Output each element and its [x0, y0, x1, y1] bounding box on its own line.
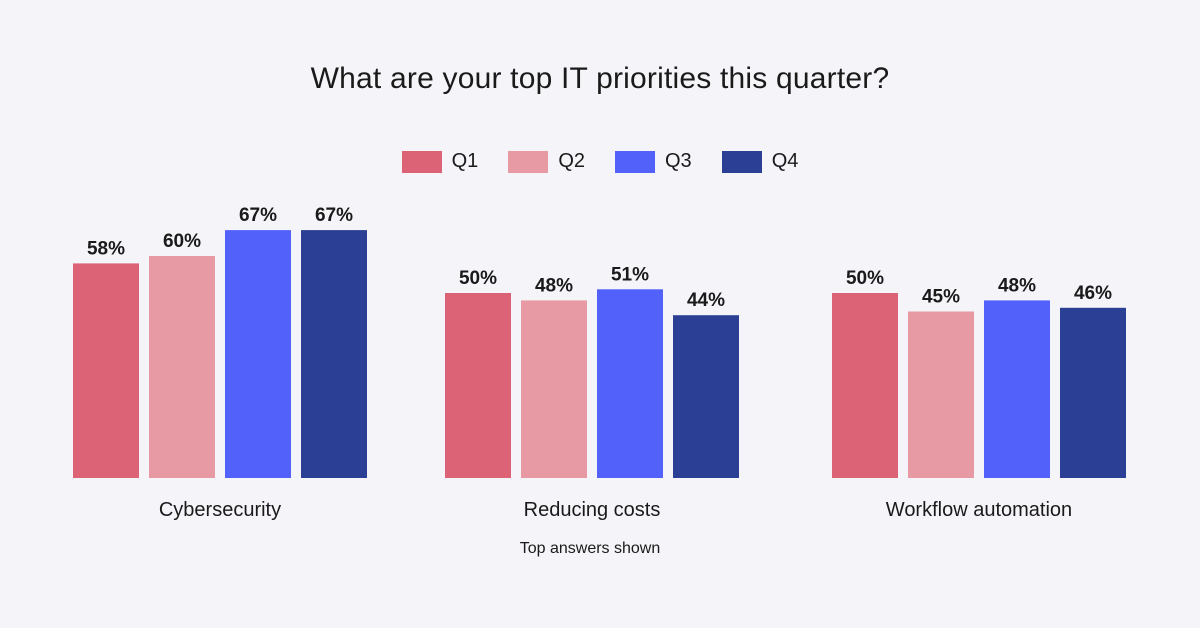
chart-title: What are your top IT priorities this qua…: [310, 62, 890, 95]
data-label-q3-0: 67%: [239, 205, 277, 226]
legend-swatch-q4: [721, 150, 762, 173]
data-label-q2-1: 48%: [535, 275, 573, 296]
data-label-q4-0: 67%: [315, 205, 353, 226]
data-label-q4-1: 44%: [687, 290, 725, 311]
bar-q3-0: [225, 230, 291, 478]
category-label-1: Reducing costs: [524, 499, 661, 521]
category-label-2: Workflow automation: [886, 499, 1072, 521]
legend-label-q4: Q4: [771, 150, 799, 172]
legend-swatch-q1: [401, 150, 442, 173]
legend-item-q3: Q3: [615, 150, 692, 173]
bar-q3-2: [984, 300, 1050, 478]
legend-swatch-q3: [615, 150, 655, 173]
bar-q4-1: [673, 315, 739, 478]
bar-group-reducing-costs: 50% 48% 51% 44%: [445, 264, 739, 478]
bar-q1-2: [832, 293, 898, 478]
data-label-q1-2: 50%: [846, 268, 884, 289]
bar-group-workflow-automation: 50% 45% 48% 46%: [832, 268, 1126, 478]
legend-item-q4: Q4: [721, 150, 799, 173]
bar-group-cybersecurity: 58% 60% 67% 67%: [73, 205, 367, 478]
chart-legend: Q1 Q2 Q3 Q4: [0, 150, 1200, 173]
legend-label-q3: Q3: [665, 150, 692, 172]
bar-q2-0: [149, 256, 215, 478]
legend-item-q1: Q1: [401, 150, 479, 173]
legend-label-q2: Q2: [558, 150, 585, 172]
bar-q1-0: [73, 263, 139, 478]
bar-q4-2: [1060, 307, 1126, 478]
legend-label-q1: Q1: [451, 150, 479, 172]
bar-q2-1: [521, 300, 587, 478]
legend-item-q2: Q2: [508, 150, 585, 173]
bar-q1-1: [445, 293, 511, 478]
category-label-0: Cybersecurity: [159, 499, 281, 521]
data-label-q2-2: 45%: [922, 287, 960, 308]
data-label-q1-0: 58%: [87, 238, 125, 259]
footnote: Top answers shown: [519, 540, 661, 557]
data-label-q4-2: 46%: [1074, 283, 1112, 304]
bar-q3-1: [597, 289, 663, 478]
legend-swatch-q2: [508, 150, 549, 173]
data-label-q2-0: 60%: [163, 231, 201, 252]
data-label-q1-1: 50%: [459, 268, 497, 289]
data-label-q3-1: 51%: [611, 264, 649, 285]
bar-q2-2: [908, 311, 974, 478]
data-label-q3-2: 48%: [998, 275, 1036, 296]
bar-q4-0: [301, 230, 367, 478]
